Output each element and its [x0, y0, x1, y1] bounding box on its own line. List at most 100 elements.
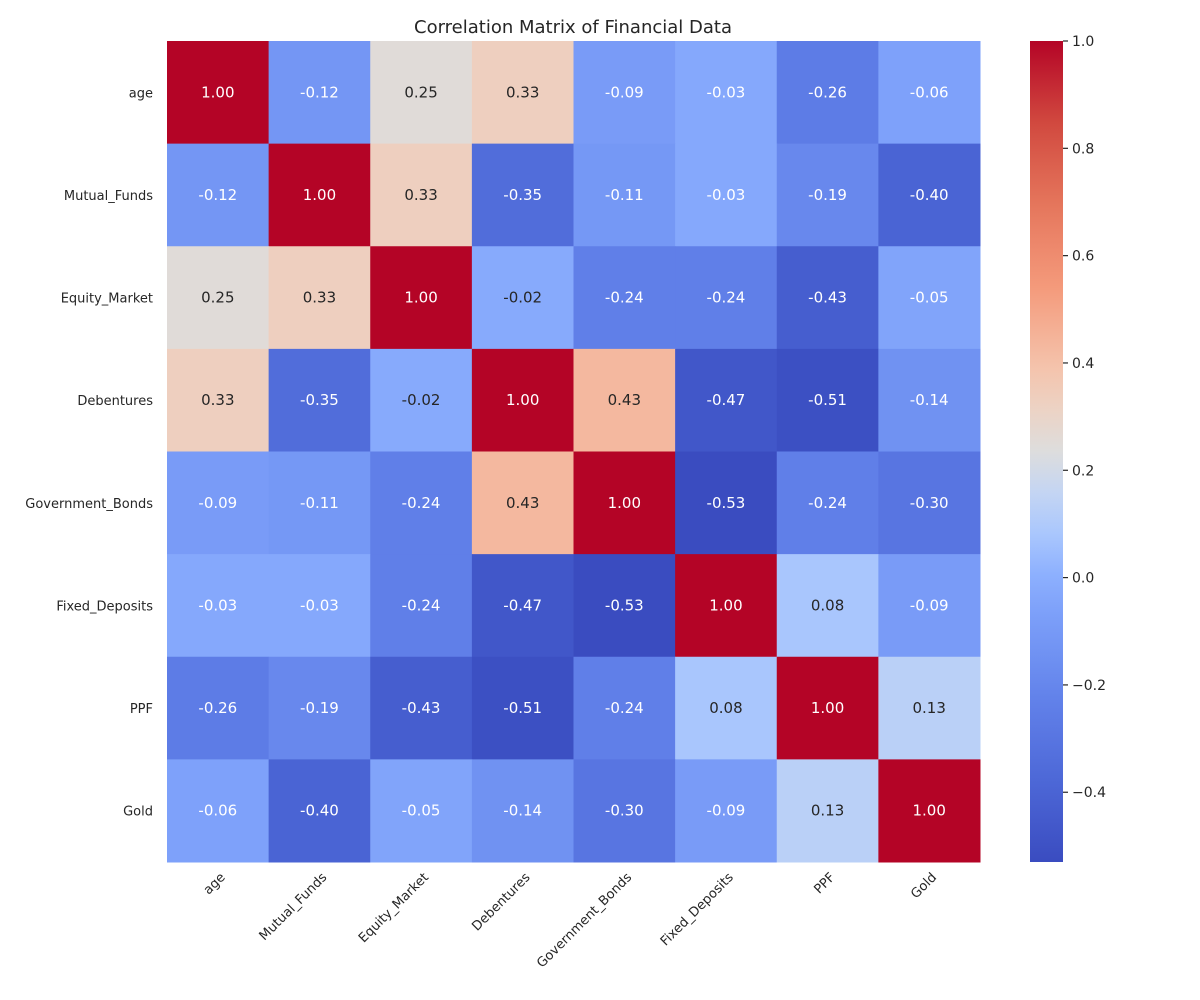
- heatmap-cell: [573, 246, 676, 350]
- cell-annotation: 1.00: [709, 596, 742, 614]
- cell-annotation: -0.06: [198, 802, 237, 820]
- heatmap-cell: [167, 143, 270, 247]
- cell-annotation: -0.24: [402, 494, 441, 512]
- heatmap-cell: [167, 348, 270, 452]
- cell-annotation: -0.35: [300, 391, 339, 409]
- cell-annotation: -0.40: [910, 186, 949, 204]
- heatmap-cell: [675, 554, 778, 658]
- cell-annotation: -0.19: [300, 699, 339, 717]
- heatmap-cell: [370, 143, 473, 247]
- heatmap-cell: [167, 656, 270, 760]
- colorbar: [1030, 41, 1063, 862]
- heatmap-cell: [675, 143, 778, 247]
- heatmap-cell: [471, 348, 574, 452]
- cell-annotation: 1.00: [608, 494, 641, 512]
- heatmap-cell: [878, 759, 981, 863]
- heatmap-cell: [370, 451, 473, 555]
- cell-annotation: -0.11: [300, 494, 339, 512]
- heatmap-cell: [573, 451, 676, 555]
- heatmap-cell: [675, 451, 778, 555]
- heatmap-cell: [268, 348, 371, 452]
- heatmap-cell: [776, 451, 879, 555]
- cell-annotation: 0.33: [201, 391, 234, 409]
- cell-annotation: -0.05: [910, 289, 949, 307]
- cell-annotation: -0.24: [605, 699, 644, 717]
- heatmap-cell: [471, 759, 574, 863]
- heatmap-cell: [776, 554, 879, 658]
- colorbar-tick-label: 0.8: [1072, 141, 1094, 157]
- cell-annotation: -0.24: [808, 494, 847, 512]
- cell-annotation: 0.43: [506, 494, 539, 512]
- heatmap-cell: [167, 759, 270, 863]
- colorbar-ticks: 1.0 0.8 0.6 0.4 0.2 0.0 −0.2 −0.4: [1063, 34, 1106, 801]
- heatmap-cell: [471, 656, 574, 760]
- cell-annotation: -0.05: [402, 802, 441, 820]
- cell-annotation: 1.00: [201, 83, 234, 101]
- cell-annotation: 1.00: [303, 186, 336, 204]
- heatmap-cell: [878, 143, 981, 247]
- heatmap-cell: [573, 759, 676, 863]
- heatmap-cell: [776, 41, 879, 145]
- y-tick-label: Debentures: [77, 394, 153, 409]
- heatmap-cell: [471, 246, 574, 350]
- cell-annotation: 0.43: [608, 391, 641, 409]
- cell-annotation: 0.08: [811, 596, 844, 614]
- cell-annotation: -0.43: [402, 699, 441, 717]
- y-tick-labels: age Mutual_Funds Equity_Market Debentures Go…: [25, 86, 153, 819]
- cell-annotation: -0.03: [707, 83, 746, 101]
- heatmap-cell: [573, 41, 676, 145]
- y-tick-label: Fixed_Deposits: [56, 599, 153, 614]
- heatmap-cell: [675, 246, 778, 350]
- heatmap-cell: [370, 759, 473, 863]
- heatmap-cell: [471, 41, 574, 145]
- heatmap-cell: [370, 246, 473, 350]
- cell-annotation: 0.08: [709, 699, 742, 717]
- heatmap-cell: [268, 759, 371, 863]
- x-tick-label: Mutual_Funds: [257, 870, 331, 944]
- x-tick-label: Government_Bonds: [534, 870, 635, 971]
- y-tick-label: age: [129, 86, 153, 101]
- heatmap-cell: [370, 348, 473, 452]
- heatmap-cell: [573, 554, 676, 658]
- heatmap-cell: [675, 41, 778, 145]
- heatmap-cell: [878, 246, 981, 350]
- heatmap-cell: [573, 348, 676, 452]
- heatmap-cell: [370, 656, 473, 760]
- cell-annotation: -0.53: [707, 494, 746, 512]
- heatmap-cell: [675, 759, 778, 863]
- cell-annotation: -0.24: [707, 289, 746, 307]
- heatmap-cell: [878, 656, 981, 760]
- x-tick-label: PPF: [811, 870, 838, 897]
- heatmap-cell: [167, 451, 270, 555]
- cell-annotation: 0.25: [201, 289, 234, 307]
- x-tick-label: Fixed_Deposits: [658, 870, 737, 949]
- y-tick-label: Equity_Market: [61, 292, 153, 307]
- heatmap-cell: [776, 759, 879, 863]
- heatmap-cell: [573, 143, 676, 247]
- cell-annotation: -0.09: [198, 494, 237, 512]
- cell-annotation: -0.14: [910, 391, 949, 409]
- x-tick-label: Equity_Market: [356, 870, 432, 946]
- heatmap-cell: [573, 656, 676, 760]
- heatmap-cell: [878, 348, 981, 452]
- x-tick-label: Debentures: [469, 870, 533, 934]
- cell-annotation: 0.13: [912, 699, 945, 717]
- heatmap-cell: [878, 451, 981, 555]
- colorbar-tick-label: 0.4: [1072, 356, 1094, 372]
- cell-annotation: -0.19: [808, 186, 847, 204]
- cell-annotation: -0.47: [503, 596, 542, 614]
- cell-annotation: 0.33: [303, 289, 336, 307]
- x-tick-labels: age Mutual_Funds Equity_Market Debentures Go…: [201, 870, 940, 971]
- cell-annotation: -0.26: [808, 83, 847, 101]
- cell-annotation: -0.12: [198, 186, 237, 204]
- cell-annotation: -0.47: [707, 391, 746, 409]
- colorbar-tick-label: 0.6: [1072, 249, 1094, 265]
- cell-annotation: -0.03: [707, 186, 746, 204]
- heatmap-cell: [878, 554, 981, 658]
- colorbar-tick-label: −0.4: [1072, 785, 1106, 801]
- cell-annotation: -0.12: [300, 83, 339, 101]
- heatmap-cell: [370, 41, 473, 145]
- heatmap-cell: [776, 143, 879, 247]
- cell-annotation: -0.35: [503, 186, 542, 204]
- heatmap-cell: [471, 554, 574, 658]
